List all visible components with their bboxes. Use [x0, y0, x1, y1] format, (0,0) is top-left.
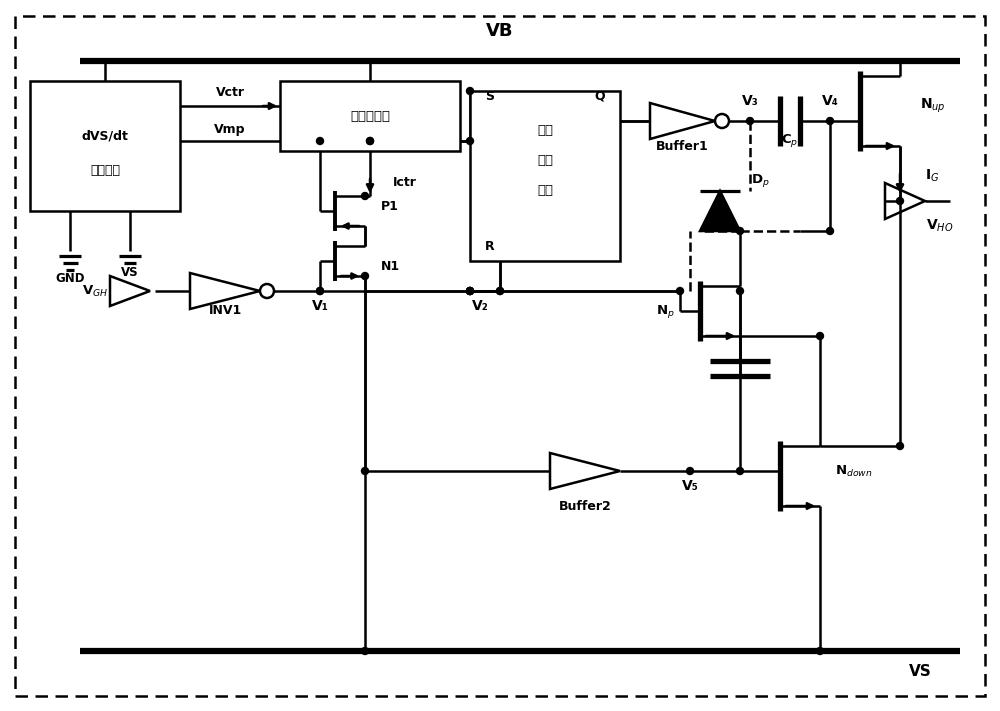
Text: V₃: V₃	[742, 94, 758, 108]
Text: V₁: V₁	[312, 299, 328, 313]
Circle shape	[896, 198, 904, 205]
Text: V₅: V₅	[682, 479, 698, 493]
Text: 发器: 发器	[537, 184, 553, 198]
Text: R: R	[485, 240, 495, 252]
Text: P1: P1	[381, 200, 399, 213]
Circle shape	[816, 648, 824, 655]
Circle shape	[362, 272, 368, 279]
Text: Vmp: Vmp	[214, 122, 246, 136]
Text: Q: Q	[594, 90, 605, 102]
Text: 压控电流源: 压控电流源	[350, 109, 390, 122]
Circle shape	[826, 228, 834, 235]
Circle shape	[466, 287, 474, 294]
Circle shape	[496, 287, 504, 294]
Text: V₂: V₂	[472, 299, 488, 313]
Text: N$_p$: N$_p$	[656, 302, 675, 319]
Text: 下降: 下降	[537, 124, 553, 137]
Circle shape	[316, 287, 324, 294]
Circle shape	[676, 287, 684, 294]
Circle shape	[896, 442, 904, 449]
Circle shape	[466, 137, 474, 144]
Bar	[30, 81, 180, 211]
Circle shape	[826, 117, 834, 124]
Circle shape	[366, 137, 374, 144]
Circle shape	[736, 287, 744, 294]
Circle shape	[686, 468, 694, 474]
Circle shape	[466, 287, 474, 294]
Text: V$_{HO}$: V$_{HO}$	[926, 218, 954, 234]
Circle shape	[316, 137, 324, 144]
Bar	[470, 91, 620, 261]
Text: INV1: INV1	[208, 304, 242, 318]
Circle shape	[316, 287, 324, 294]
Text: N$_{down}$: N$_{down}$	[835, 464, 873, 479]
Circle shape	[362, 468, 368, 474]
Text: Buffer1: Buffer1	[656, 139, 708, 152]
Circle shape	[746, 117, 754, 124]
Text: 沿触: 沿触	[537, 154, 553, 168]
Polygon shape	[700, 191, 740, 231]
Text: VB: VB	[486, 22, 514, 40]
Circle shape	[366, 137, 374, 144]
Text: N$_{up}$: N$_{up}$	[920, 97, 946, 115]
Text: VS: VS	[909, 663, 931, 678]
Bar	[280, 81, 460, 151]
Circle shape	[736, 468, 744, 474]
Circle shape	[816, 333, 824, 339]
Text: GND: GND	[55, 272, 85, 286]
Circle shape	[466, 287, 474, 294]
Circle shape	[362, 193, 368, 200]
Text: Vctr: Vctr	[216, 87, 244, 100]
Text: V₄: V₄	[822, 94, 838, 108]
Text: Ictr: Ictr	[393, 176, 417, 190]
Circle shape	[496, 287, 504, 294]
Circle shape	[466, 287, 474, 294]
Text: V$_{GH}$: V$_{GH}$	[82, 284, 108, 299]
Circle shape	[362, 648, 368, 655]
Text: D$_p$: D$_p$	[751, 173, 769, 190]
Circle shape	[466, 87, 474, 95]
Text: N1: N1	[380, 260, 400, 272]
Text: 检测电路: 检测电路	[90, 164, 120, 178]
Text: VS: VS	[121, 267, 139, 279]
Circle shape	[736, 228, 744, 235]
Text: dVS/dt: dVS/dt	[82, 129, 128, 142]
Text: C$_p$: C$_p$	[781, 132, 799, 149]
Text: I$_G$: I$_G$	[925, 168, 939, 184]
Text: S: S	[485, 90, 494, 102]
Text: Buffer2: Buffer2	[559, 500, 611, 513]
